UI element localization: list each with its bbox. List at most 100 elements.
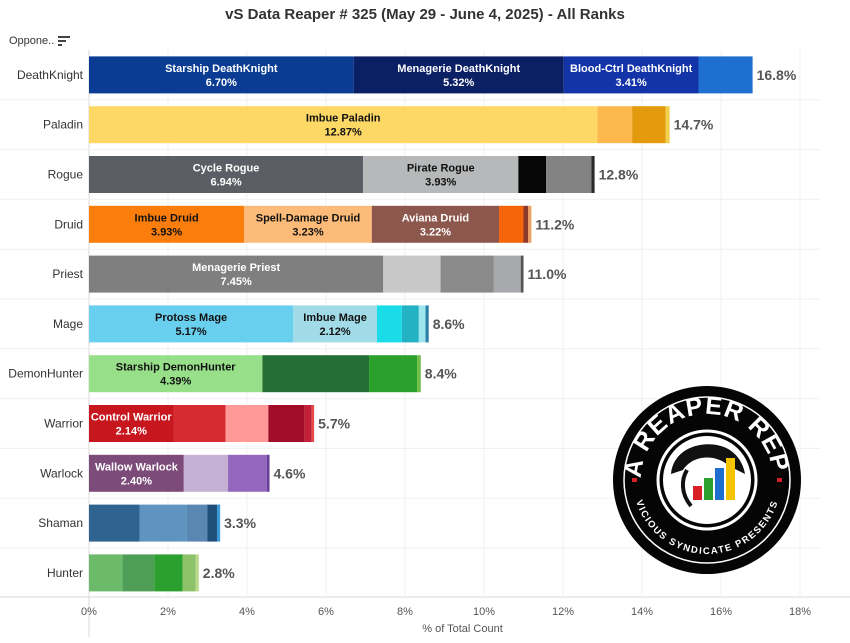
- segment-value-label: 5.32%: [443, 77, 474, 89]
- segment-value-label: 3.23%: [292, 226, 323, 238]
- segment-value-label: 2.12%: [319, 326, 350, 338]
- bar-segment[interactable]: [591, 156, 595, 193]
- bar-total-label: 5.7%: [318, 416, 350, 432]
- bar-segment[interactable]: [268, 405, 305, 442]
- category-label: DeathKnight: [17, 68, 84, 82]
- segment-value-label: 2.40%: [121, 475, 152, 487]
- chart-title: vS Data Reaper # 325 (May 29 - June 4, 2…: [225, 6, 625, 23]
- bar-segment[interactable]: [225, 405, 269, 442]
- bar-segment[interactable]: [425, 305, 429, 343]
- category-label: Druid: [54, 217, 83, 231]
- segment-name-label: Pirate Rogue: [407, 163, 475, 175]
- category-label: Warlock: [40, 466, 84, 480]
- bar-segment[interactable]: [546, 156, 592, 193]
- x-tick-label: 6%: [318, 606, 334, 618]
- bar-segment[interactable]: [353, 56, 564, 94]
- bar-segment[interactable]: [89, 554, 123, 592]
- bar-segment[interactable]: [597, 106, 633, 144]
- category-label: Rogue: [48, 168, 84, 182]
- bar-total-label: 11.2%: [535, 216, 574, 232]
- segment-name-label: Protoss Mage: [155, 312, 227, 324]
- sort-label: Oppone..: [9, 35, 55, 47]
- segment-value-label: 3.93%: [151, 226, 182, 238]
- x-axis-title: % of Total Count: [422, 623, 503, 635]
- bar-segment[interactable]: [216, 504, 221, 542]
- bar-segment[interactable]: [563, 56, 699, 94]
- bar-segment[interactable]: [520, 255, 524, 293]
- bar-segment[interactable]: [207, 504, 217, 542]
- bar-total-label: 12.8%: [599, 167, 639, 183]
- bar-total-label: 14.7%: [674, 117, 714, 133]
- x-tick-label: 4%: [239, 606, 255, 618]
- segment-name-label: Imbue Druid: [135, 212, 199, 224]
- bar-segment[interactable]: [523, 205, 529, 243]
- segment-value-label: 12.87%: [325, 127, 363, 139]
- bar-segment[interactable]: [371, 205, 500, 243]
- bar-segment[interactable]: [418, 305, 426, 343]
- bar-segment[interactable]: [363, 156, 519, 193]
- segment-name-label: Starship DemonHunter: [116, 362, 237, 374]
- segment-value-label: 3.41%: [616, 77, 647, 89]
- bar-segment[interactable]: [244, 205, 372, 243]
- segment-value-label: 6.70%: [206, 77, 237, 89]
- segment-name-label: Spell-Damage Druid: [256, 212, 361, 224]
- bar-segment[interactable]: [173, 405, 226, 442]
- sort-header[interactable]: Oppone..: [9, 35, 71, 47]
- x-tick-label: 14%: [631, 606, 653, 618]
- bar-segment[interactable]: [383, 255, 441, 293]
- x-axis: 0% 2% 4% 6% 8% 10% 12% 14% 16% 18% % of Total Coun…: [81, 606, 811, 635]
- bar-segment[interactable]: [154, 554, 183, 592]
- x-tick-label: 18%: [789, 606, 811, 618]
- bar-total-label: 8.6%: [433, 316, 465, 332]
- bar-segment[interactable]: [266, 454, 270, 492]
- category-label: Shaman: [38, 516, 83, 530]
- bar-segment[interactable]: [632, 106, 666, 144]
- bar-segment[interactable]: [89, 504, 140, 542]
- bar-segment[interactable]: [183, 454, 229, 492]
- bar-segment[interactable]: [417, 355, 421, 393]
- bar-segment[interactable]: [89, 205, 245, 243]
- bar-segment[interactable]: [195, 554, 199, 592]
- bar-segment[interactable]: [89, 405, 174, 442]
- bar-segment[interactable]: [228, 454, 267, 492]
- x-tick-label: 8%: [397, 606, 413, 618]
- bar-segment[interactable]: [304, 405, 312, 442]
- bar-segment[interactable]: [89, 305, 294, 343]
- bar-segment[interactable]: [293, 305, 377, 343]
- bar-segment[interactable]: [89, 454, 184, 492]
- bar-segment[interactable]: [493, 255, 521, 293]
- bar-segment[interactable]: [311, 405, 315, 442]
- bar-segment[interactable]: [440, 255, 494, 293]
- x-tick-label: 16%: [710, 606, 732, 618]
- category-label: Warrior: [44, 417, 83, 431]
- data-reaper-logo: DATA REAPER REPORT VICIOUS SYNDICATE PRE…: [613, 386, 801, 574]
- segment-name-label: Menagerie DeathKnight: [397, 63, 520, 75]
- bar-segment[interactable]: [89, 156, 364, 193]
- bar-segment[interactable]: [89, 255, 384, 293]
- x-tick-label: 12%: [552, 606, 574, 618]
- bar-segment[interactable]: [89, 56, 354, 94]
- bar-segment[interactable]: [376, 305, 402, 343]
- bar-segment[interactable]: [262, 355, 370, 393]
- segment-name-label: Aviana Druid: [402, 212, 469, 224]
- bar-segment[interactable]: [182, 554, 196, 592]
- bar-segment[interactable]: [89, 355, 263, 393]
- bar-segment[interactable]: [186, 504, 208, 542]
- x-tick-label: 2%: [160, 606, 176, 618]
- bar-segment[interactable]: [665, 106, 670, 144]
- segment-name-label: Cycle Rogue: [193, 163, 260, 175]
- bar-segment[interactable]: [698, 56, 753, 94]
- bar-segment[interactable]: [122, 554, 155, 592]
- segment-name-label: Blood-Ctrl DeathKnight: [570, 63, 693, 75]
- category-label: Hunter: [47, 566, 83, 580]
- bar-segment[interactable]: [401, 305, 419, 343]
- bar-segment[interactable]: [499, 205, 524, 243]
- sort-icon[interactable]: [58, 36, 71, 46]
- bar-segment[interactable]: [139, 504, 187, 542]
- bar-segment[interactable]: [369, 355, 418, 393]
- bar-segment[interactable]: [528, 205, 532, 243]
- bar-segment[interactable]: [518, 156, 547, 193]
- bar-segment[interactable]: [89, 106, 598, 144]
- segment-name-label: Imbue Mage: [303, 312, 367, 324]
